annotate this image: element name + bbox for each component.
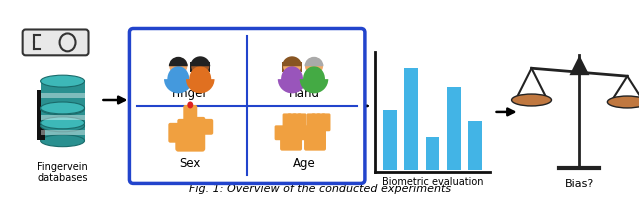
Bar (36, 90, 45, 140)
Ellipse shape (40, 102, 84, 114)
Ellipse shape (283, 57, 301, 75)
FancyBboxPatch shape (307, 113, 316, 131)
FancyBboxPatch shape (280, 127, 302, 151)
Ellipse shape (40, 117, 84, 129)
Ellipse shape (188, 101, 193, 108)
FancyBboxPatch shape (317, 113, 326, 131)
Bar (426, 137, 440, 170)
Bar (383, 110, 397, 170)
Bar (190, 62, 195, 72)
Ellipse shape (281, 66, 303, 92)
Wedge shape (169, 57, 188, 66)
Wedge shape (300, 79, 328, 93)
FancyBboxPatch shape (275, 125, 285, 140)
Text: Hand: Hand (289, 87, 319, 100)
Ellipse shape (167, 66, 189, 92)
Wedge shape (282, 56, 302, 66)
Ellipse shape (40, 120, 84, 132)
Text: Fingervein
databases: Fingervein databases (37, 162, 88, 183)
FancyBboxPatch shape (298, 113, 307, 131)
Text: Biometric evaluation: Biometric evaluation (381, 177, 483, 187)
Ellipse shape (40, 75, 84, 87)
Ellipse shape (60, 33, 76, 51)
Ellipse shape (40, 135, 84, 147)
Bar (404, 68, 418, 170)
Wedge shape (190, 56, 210, 66)
Ellipse shape (40, 103, 84, 115)
Bar (40, 130, 84, 135)
Text: Fig. 1: Overview of the conducted experiments: Fig. 1: Overview of the conducted experi… (189, 184, 451, 194)
Text: Finger: Finger (172, 87, 209, 100)
Bar (282, 62, 286, 72)
Ellipse shape (303, 66, 325, 92)
Ellipse shape (305, 57, 323, 75)
FancyBboxPatch shape (321, 113, 330, 131)
Ellipse shape (511, 94, 552, 106)
Bar (40, 81, 84, 109)
Bar (36, 90, 45, 140)
Bar (468, 121, 482, 170)
FancyBboxPatch shape (183, 105, 197, 131)
FancyBboxPatch shape (201, 119, 213, 135)
Ellipse shape (191, 57, 209, 75)
Bar (40, 93, 84, 98)
Ellipse shape (607, 96, 640, 108)
Ellipse shape (189, 66, 211, 92)
Wedge shape (186, 79, 214, 93)
Bar (447, 87, 461, 170)
Text: Bias?: Bias? (565, 179, 594, 189)
Bar (40, 115, 84, 120)
Wedge shape (278, 79, 307, 93)
FancyBboxPatch shape (283, 113, 292, 131)
Bar (206, 62, 210, 72)
FancyBboxPatch shape (292, 113, 301, 131)
FancyBboxPatch shape (175, 124, 205, 152)
Text: Age: Age (292, 157, 316, 170)
Bar (40, 123, 84, 141)
FancyBboxPatch shape (168, 123, 182, 143)
Polygon shape (570, 55, 589, 75)
Wedge shape (305, 57, 323, 66)
Ellipse shape (170, 57, 188, 75)
FancyBboxPatch shape (312, 113, 321, 131)
Wedge shape (164, 79, 193, 93)
Text: Sex: Sex (180, 157, 201, 170)
Bar (298, 62, 302, 72)
FancyBboxPatch shape (22, 29, 88, 55)
FancyBboxPatch shape (304, 127, 326, 151)
FancyBboxPatch shape (129, 28, 365, 183)
FancyBboxPatch shape (177, 119, 189, 135)
FancyBboxPatch shape (298, 125, 310, 140)
Bar (40, 108, 84, 126)
FancyBboxPatch shape (193, 117, 205, 135)
FancyBboxPatch shape (287, 113, 296, 131)
